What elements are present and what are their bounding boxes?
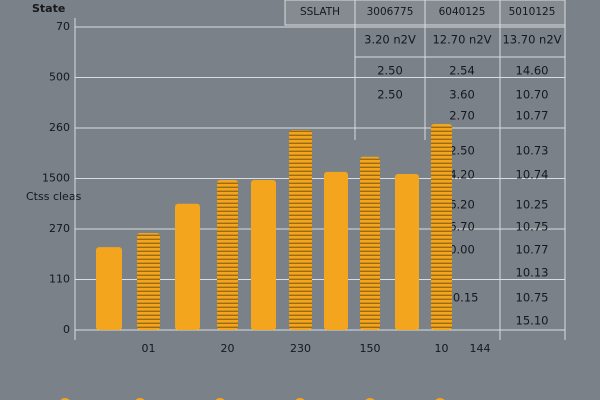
- table-cell: 4.20: [449, 168, 475, 182]
- table-cell: 10.13: [516, 266, 549, 280]
- x-tick-label: 01: [142, 342, 156, 355]
- table-cell: 10.77: [516, 243, 549, 257]
- bar: [324, 171, 348, 330]
- chart-title: State: [32, 2, 65, 15]
- y-axis-label: Ctss cleas: [26, 190, 82, 203]
- bar: [175, 203, 200, 330]
- y-tick-label: 270: [49, 222, 70, 235]
- bar: [431, 123, 452, 331]
- header-cell: 3006775: [367, 6, 414, 18]
- table-cell: 2.50: [377, 88, 403, 102]
- table-cell: 10.70: [516, 88, 549, 102]
- y-tick-label: 500: [49, 71, 70, 84]
- table-header-cells: SSLATH 3006775 6040125 5010125: [300, 6, 555, 18]
- table-cell: 10.75: [516, 220, 549, 234]
- y-tick-label: 1500: [42, 172, 70, 185]
- header-cell: 5010125: [509, 6, 556, 18]
- bar: [251, 180, 276, 330]
- y-tick-label: 70: [56, 20, 70, 33]
- table-cell: 10.74: [516, 168, 549, 182]
- table-cell: 10.25: [516, 198, 549, 212]
- x-tick-label: 150: [360, 342, 381, 355]
- y-tick-label: 0: [63, 323, 70, 336]
- table-cell: 2.70: [449, 109, 475, 123]
- table-cell: 10.77: [516, 109, 549, 123]
- x-tick-label: 144: [470, 342, 491, 355]
- x-tick-label: 20: [221, 342, 235, 355]
- table-cell: 14.60: [516, 64, 549, 78]
- bar: [96, 247, 122, 330]
- table-cell: 0.00: [449, 243, 475, 257]
- table-cell: 2.54: [449, 64, 475, 78]
- table-cell: 3.60: [449, 88, 475, 102]
- header-cell: 6040125: [439, 6, 486, 18]
- bar: [217, 180, 238, 330]
- header-cell: SSLATH: [300, 6, 340, 18]
- y-tick-label: 110: [49, 273, 70, 286]
- table: SSLATH 3006775 6040125 5010125 3.20 n2V 12.70…: [284, 0, 566, 340]
- table-cell: 10.73: [516, 144, 549, 158]
- x-tick-label: 10: [435, 342, 449, 355]
- table-cell: 13.70 n2V: [502, 33, 561, 47]
- table-cell: 2.50: [449, 144, 475, 158]
- bar: [137, 233, 160, 330]
- table-cell: 12.70 n2V: [432, 33, 491, 47]
- table-cell: 10.15: [446, 291, 479, 305]
- bar: [395, 173, 419, 330]
- bar: [360, 156, 380, 330]
- table-cell: 10.75: [516, 291, 549, 305]
- table-cell: 15.10: [516, 314, 549, 328]
- x-tick-label: 230: [290, 342, 311, 355]
- table-cell: 6.20: [449, 198, 475, 212]
- table-cell: 2.50: [377, 64, 403, 78]
- y-tick-label: 260: [49, 121, 70, 134]
- table-cell: 6.70: [449, 220, 475, 234]
- table-cell: 3.20 n2V: [364, 33, 416, 47]
- bar: [289, 130, 312, 330]
